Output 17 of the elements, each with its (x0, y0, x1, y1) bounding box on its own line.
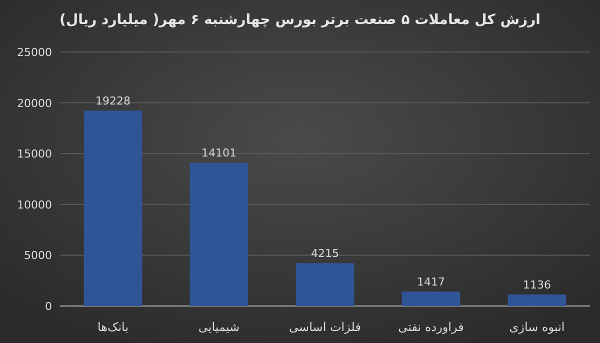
data-label: 4215 (311, 247, 339, 260)
data-label: 1417 (417, 276, 445, 289)
y-tick-label: 25000 (17, 46, 52, 59)
x-tick-label: فراورده نفتی (398, 320, 464, 334)
y-tick-label: 20000 (17, 96, 52, 110)
y-tick-label: 15000 (17, 148, 52, 161)
x-tick-label: انبوه سازی (509, 320, 565, 334)
chart-title: ارزش کل معاملات ۵ صنعت برتر بورس چهارشنبه ۶ مهر( میلیارد ریال) (60, 12, 540, 28)
y-tick-label: 5000 (24, 249, 52, 262)
x-tick-label: فلزات اساسی (289, 320, 361, 334)
data-label: 1136 (523, 278, 551, 292)
data-label: 19228 (96, 94, 130, 108)
x-tick-label: بانک‌ها (97, 320, 129, 334)
x-tick-label: شیمیایی (198, 320, 240, 334)
y-tick-label: 10000 (17, 198, 52, 212)
y-tick-label: 0 (45, 300, 52, 313)
data-label: 14101 (202, 146, 236, 160)
